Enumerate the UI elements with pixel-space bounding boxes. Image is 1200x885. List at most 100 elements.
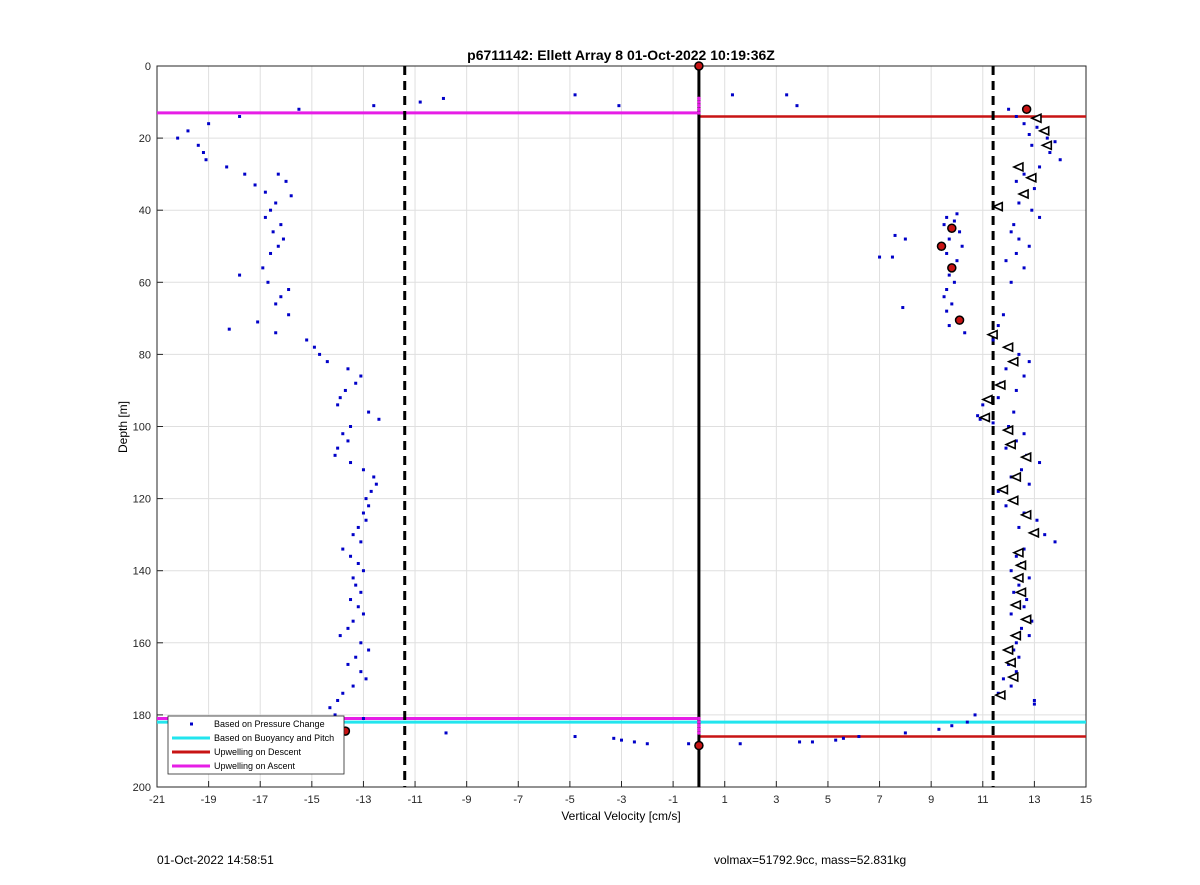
- pressure-point: [364, 677, 368, 681]
- pressure-point: [903, 731, 907, 735]
- pressure-point: [1012, 223, 1016, 227]
- triangle-marker: [980, 394, 993, 405]
- pressure-point: [269, 208, 273, 212]
- triangle-marker: [996, 484, 1009, 495]
- pressure-point: [1038, 461, 1042, 465]
- pressure-point: [1004, 504, 1008, 508]
- pressure-point: [612, 736, 616, 740]
- ascent-dot: [697, 731, 701, 735]
- pressure-point: [336, 403, 340, 407]
- x-tick-label: 9: [928, 794, 934, 806]
- pressure-point: [289, 194, 293, 198]
- grid-lines: [156, 65, 1087, 788]
- pressure-point: [981, 403, 985, 407]
- pressure-point: [287, 288, 291, 292]
- pressure-point: [328, 706, 332, 710]
- pressure-point: [1035, 518, 1039, 522]
- pressure-point: [738, 742, 742, 746]
- pressure-point: [225, 165, 229, 169]
- pressure-point: [1009, 230, 1013, 234]
- x-tick-label: 5: [825, 794, 831, 806]
- triangle-marker: [1009, 630, 1022, 641]
- triangle-marker: [1001, 424, 1014, 436]
- triangle-marker: [1006, 356, 1019, 367]
- pressure-point: [238, 114, 242, 118]
- legend-label: Based on Pressure Change: [214, 719, 325, 729]
- pressure-point: [343, 388, 347, 392]
- triangle-marker: [1017, 188, 1029, 200]
- pressure-point: [901, 306, 905, 310]
- pressure-point: [1027, 482, 1031, 486]
- x-tick-label: -13: [355, 794, 371, 806]
- triangle-markers: [978, 113, 1053, 701]
- pressure-point: [271, 230, 275, 234]
- pressure-point: [227, 327, 231, 331]
- pressure-point: [991, 421, 995, 425]
- pressure-point: [1012, 648, 1016, 652]
- pressure-point: [1017, 201, 1021, 205]
- pressure-point: [359, 641, 363, 645]
- x-axis-label: Vertical Velocity [cm/s]: [561, 809, 680, 823]
- pressure-point: [1017, 237, 1021, 241]
- pressure-point: [201, 151, 205, 155]
- pressure-point: [297, 107, 301, 111]
- triangle-marker: [1004, 439, 1016, 450]
- pressure-point: [364, 497, 368, 501]
- pressure-point: [1014, 388, 1018, 392]
- descent-marker: [947, 263, 957, 273]
- pressure-point: [1007, 425, 1011, 428]
- legend: Based on Pressure Change Based on Buoyanc…: [167, 715, 345, 775]
- pressure-point: [950, 302, 954, 306]
- pressure-point: [418, 100, 422, 104]
- pressure-point: [1048, 151, 1052, 155]
- x-tick-label: -3: [617, 794, 627, 806]
- y-tick-label: 40: [139, 205, 151, 217]
- pressure-point: [325, 360, 329, 364]
- pressure-point: [1009, 612, 1013, 616]
- pressure-point: [687, 742, 691, 746]
- pressure-point: [341, 547, 345, 551]
- pressure-point: [996, 324, 1000, 328]
- pressure-point: [256, 320, 260, 324]
- pressure-point: [620, 738, 623, 742]
- pressure-point: [893, 233, 897, 237]
- pressure-point: [1004, 446, 1008, 450]
- x-tick-label: 7: [876, 794, 882, 806]
- pressure-point: [333, 453, 337, 457]
- pressure-point: [945, 309, 949, 313]
- pressure-point: [903, 237, 907, 241]
- legend-label: Upwelling on Ascent: [214, 761, 296, 771]
- pressure-point: [1027, 634, 1031, 638]
- pressure-point: [890, 255, 894, 259]
- pressure-point: [958, 230, 962, 234]
- pressure-point: [617, 104, 621, 108]
- pressure-point: [341, 691, 345, 695]
- pressure-point: [952, 219, 956, 223]
- pressure-point: [287, 313, 291, 317]
- pressure-point: [1012, 590, 1016, 594]
- triangle-marker: [1024, 172, 1037, 183]
- pressure-point: [253, 183, 257, 187]
- pressure-point: [1017, 525, 1021, 529]
- pressure-point: [356, 561, 360, 565]
- footer-timestamp: 01-Oct-2022 14:58:51: [157, 853, 274, 867]
- y-tick-label: 100: [133, 422, 151, 434]
- pressure-point: [1022, 605, 1026, 609]
- pressure-point: [263, 215, 267, 219]
- pressure-point: [261, 266, 265, 270]
- pressure-point: [361, 717, 365, 721]
- pressure-point: [1022, 547, 1026, 551]
- pressure-point: [269, 251, 273, 255]
- ascent-dot: [697, 111, 701, 115]
- triangle-marker: [1011, 547, 1024, 558]
- pressure-point: [1014, 439, 1018, 443]
- pressure-point: [1032, 702, 1036, 706]
- pressure-point: [276, 244, 280, 248]
- footer-volmax-mass: volmax=51792.9cc, mass=52.831kg: [714, 853, 907, 867]
- pressure-point: [444, 731, 448, 735]
- pressure-point: [945, 288, 949, 292]
- pressure-point: [963, 331, 967, 335]
- pressure-point: [1022, 172, 1026, 176]
- pressure-point: [950, 724, 954, 728]
- triangle-marker: [1006, 671, 1019, 683]
